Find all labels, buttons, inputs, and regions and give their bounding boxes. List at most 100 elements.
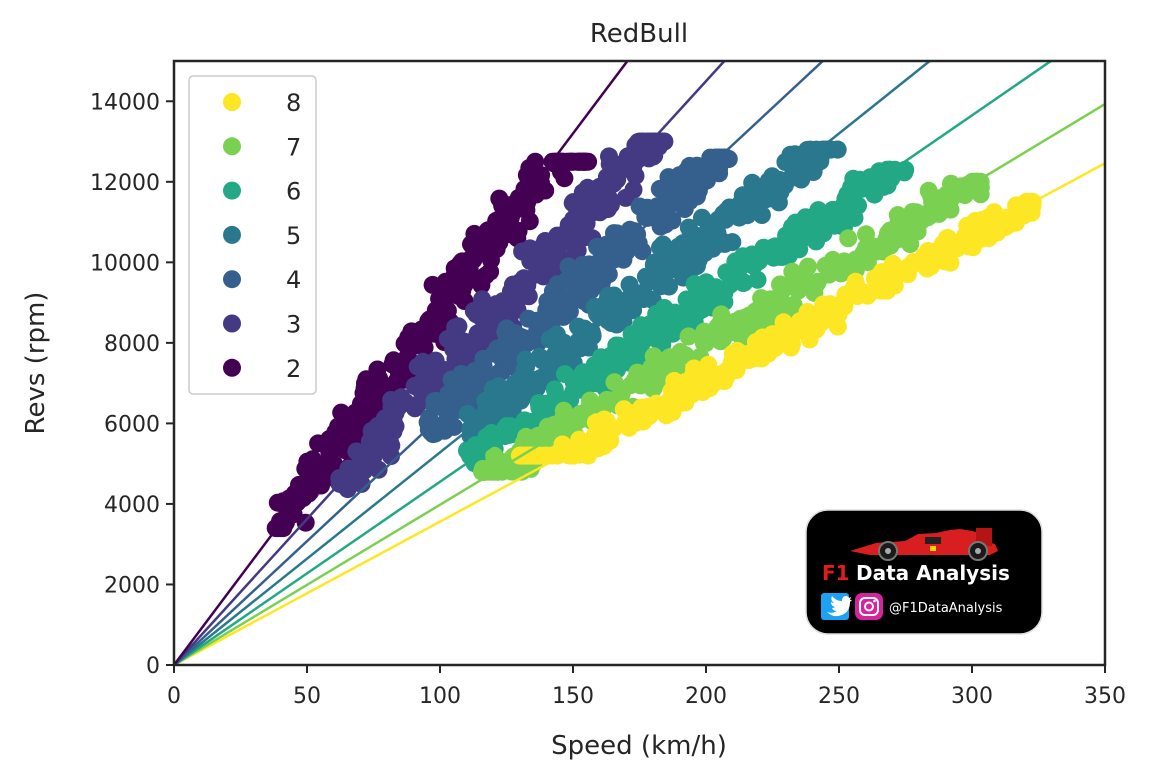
data-point bbox=[836, 285, 855, 304]
data-point bbox=[748, 270, 767, 289]
data-point bbox=[426, 301, 445, 320]
data-point bbox=[507, 225, 526, 244]
legend-label-6: 6 bbox=[286, 178, 301, 206]
data-point bbox=[679, 305, 698, 324]
data-point bbox=[689, 251, 708, 269]
data-point bbox=[717, 314, 736, 333]
fit-line-7 bbox=[174, 103, 1105, 665]
data-point bbox=[783, 217, 801, 236]
y-tick-label: 14000 bbox=[90, 90, 160, 115]
y-axis-label: Revs (rpm) bbox=[21, 292, 51, 435]
data-point bbox=[958, 216, 977, 235]
data-point bbox=[554, 401, 573, 420]
data-point bbox=[663, 211, 682, 230]
data-point bbox=[832, 259, 851, 278]
data-point bbox=[644, 204, 663, 222]
legend-marker-3 bbox=[223, 314, 241, 333]
legend-marker-2 bbox=[223, 358, 241, 377]
fit-line-5 bbox=[174, 61, 931, 665]
data-point bbox=[586, 413, 605, 432]
data-point bbox=[679, 185, 698, 204]
legend-marker-7 bbox=[223, 137, 241, 156]
data-point bbox=[707, 278, 725, 297]
data-point bbox=[425, 392, 444, 411]
data-point bbox=[553, 435, 572, 454]
data-point bbox=[450, 348, 469, 366]
legend-label-2: 2 bbox=[286, 355, 301, 383]
data-point bbox=[445, 417, 463, 436]
data-point bbox=[798, 303, 817, 321]
data-point bbox=[935, 252, 954, 271]
legend-frame bbox=[188, 75, 317, 395]
data-point bbox=[600, 147, 618, 166]
data-point bbox=[922, 187, 941, 206]
data-point bbox=[693, 169, 712, 188]
y-tick-label: 12000 bbox=[90, 171, 160, 196]
data-point bbox=[796, 208, 815, 227]
data-point bbox=[679, 327, 698, 346]
data-point bbox=[285, 487, 304, 506]
data-point bbox=[857, 225, 875, 244]
data-point bbox=[349, 464, 368, 482]
data-point bbox=[873, 237, 892, 256]
data-point bbox=[445, 259, 464, 278]
data-point bbox=[346, 409, 365, 428]
twitter-icon bbox=[821, 593, 852, 620]
data-point bbox=[736, 316, 755, 335]
legend-label-4: 4 bbox=[286, 266, 301, 294]
legend-marker-8 bbox=[223, 93, 241, 111]
data-point bbox=[467, 305, 486, 324]
data-point bbox=[818, 216, 837, 235]
data-point bbox=[645, 253, 664, 272]
data-point bbox=[473, 290, 492, 309]
data-point bbox=[495, 403, 514, 422]
legend-marker-5 bbox=[223, 225, 241, 244]
plot-frame bbox=[172, 59, 1107, 667]
data-point bbox=[612, 307, 631, 326]
data-point bbox=[466, 409, 485, 428]
data-point bbox=[474, 349, 493, 368]
x-tick-label: 200 bbox=[685, 684, 727, 709]
data-point bbox=[573, 183, 592, 202]
data-point bbox=[450, 280, 469, 299]
data-point bbox=[839, 229, 858, 248]
data-point bbox=[771, 275, 789, 294]
data-point bbox=[517, 166, 536, 185]
data-point bbox=[481, 397, 500, 416]
data-point bbox=[730, 208, 749, 227]
data-point bbox=[362, 421, 381, 440]
chart-title: RedBull bbox=[590, 19, 688, 49]
x-tick-label: 50 bbox=[293, 684, 321, 709]
data-point bbox=[787, 276, 806, 295]
data-point bbox=[330, 469, 349, 488]
legend: 8 7 6 5 4 3 2 bbox=[188, 75, 317, 395]
data-point bbox=[873, 270, 892, 289]
data-point bbox=[790, 240, 809, 259]
legend-label-5: 5 bbox=[286, 222, 301, 250]
y-axis: 0 2000 4000 6000 8000 10000 12000 14000 bbox=[90, 90, 174, 679]
data-point bbox=[589, 182, 608, 201]
data-point bbox=[541, 309, 560, 328]
race-car-icon bbox=[850, 528, 998, 561]
data-point bbox=[836, 189, 855, 208]
data-point bbox=[670, 166, 689, 185]
data-point bbox=[743, 173, 762, 192]
legend-label-8: 8 bbox=[286, 89, 301, 117]
data-point bbox=[496, 423, 515, 442]
data-point bbox=[384, 351, 403, 370]
data-point bbox=[665, 372, 684, 390]
data-point bbox=[468, 232, 486, 251]
data-point bbox=[536, 446, 554, 465]
data-point bbox=[413, 352, 432, 371]
data-point bbox=[493, 346, 512, 365]
data-point bbox=[370, 369, 389, 388]
data-point bbox=[585, 297, 604, 316]
y-tick-label: 10000 bbox=[90, 251, 160, 276]
legend-label-7: 7 bbox=[286, 133, 301, 161]
x-tick-label: 0 bbox=[167, 684, 181, 709]
data-point bbox=[807, 232, 826, 251]
logo-title: Data Analysis bbox=[856, 561, 1010, 585]
data-point bbox=[753, 328, 772, 347]
fit-lines bbox=[174, 61, 1105, 665]
data-point bbox=[395, 334, 414, 353]
